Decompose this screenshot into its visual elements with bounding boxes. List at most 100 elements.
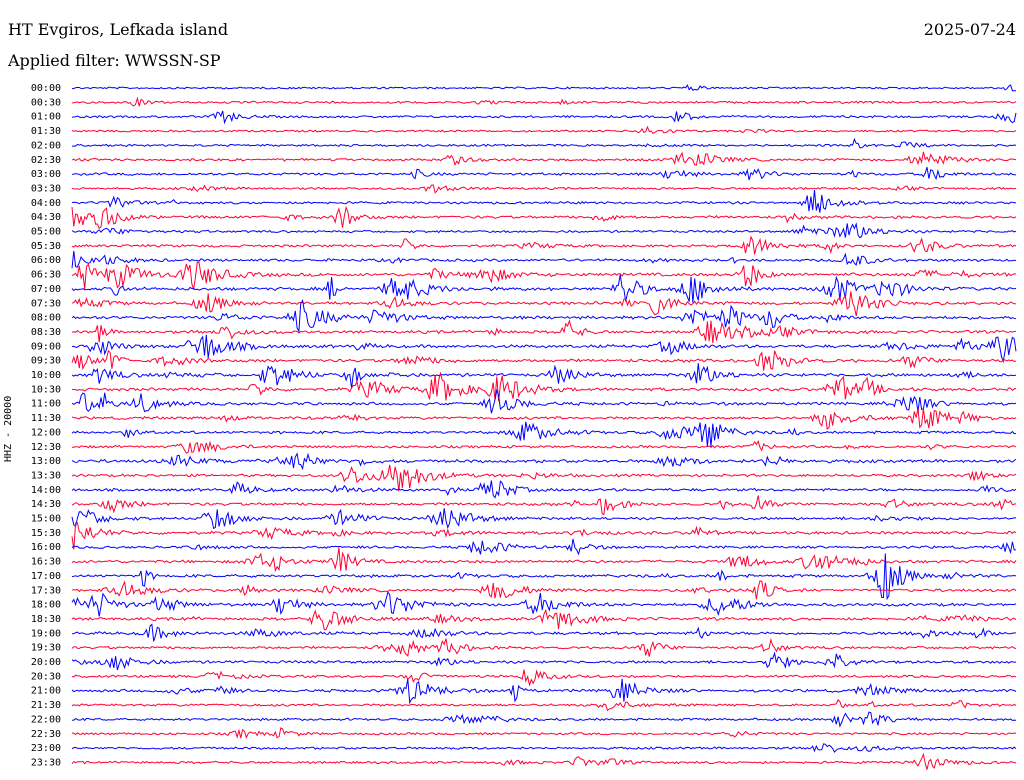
row-time-label: 13:00	[31, 456, 61, 467]
seismic-trace	[71, 319, 1017, 344]
row-time-label: 01:30	[31, 126, 61, 137]
seismic-trace	[71, 547, 1017, 573]
seismic-trace	[71, 637, 1017, 657]
row-time-label: 19:30	[31, 643, 61, 654]
row-time-label: 10:30	[31, 384, 61, 395]
seismic-trace	[71, 678, 1017, 705]
row-time-label: 09:00	[31, 341, 61, 352]
seismic-trace	[71, 421, 1017, 447]
seismic-trace	[71, 261, 1017, 290]
seismic-trace	[71, 371, 1017, 402]
row-time-label: 18:00	[31, 600, 61, 611]
seismic-trace	[71, 334, 1017, 364]
seismic-trace	[71, 698, 1017, 712]
row-time-label: 11:30	[31, 413, 61, 424]
row-time-label: 03:30	[31, 183, 61, 194]
row-time-label: 11:00	[31, 399, 61, 410]
row-time-label: 08:30	[31, 327, 61, 338]
row-time-label: 21:30	[31, 700, 61, 711]
seismic-trace	[72, 84, 1017, 92]
seismic-trace	[71, 669, 1017, 687]
seismic-trace	[71, 388, 1017, 414]
seismic-trace	[71, 580, 1017, 600]
row-time-label: 04:00	[31, 198, 61, 209]
seismic-trace	[71, 495, 1017, 516]
row-time-label: 01:00	[31, 112, 61, 123]
row-time-label: 12:30	[31, 442, 61, 453]
seismic-trace	[71, 440, 1017, 454]
seismic-trace	[71, 299, 1017, 334]
row-time-label: 15:30	[31, 528, 61, 539]
seismic-trace	[71, 363, 1017, 389]
row-time-label: 13:30	[31, 470, 61, 481]
row-time-label: 22:00	[31, 714, 61, 725]
row-time-label: 05:30	[31, 241, 61, 252]
row-time-label: 17:30	[31, 585, 61, 596]
seismic-trace	[71, 408, 1017, 430]
seismic-trace	[71, 184, 1017, 194]
seismic-trace	[71, 235, 1017, 255]
seismic-trace	[71, 623, 1017, 642]
row-time-label: 07:30	[31, 298, 61, 309]
seismic-trace	[71, 151, 1017, 167]
row-time-label: 16:00	[31, 542, 61, 553]
seismic-trace	[71, 110, 1017, 125]
seismic-trace	[71, 480, 1017, 499]
seismic-trace	[71, 125, 1017, 135]
date-label: 2025-07-24	[923, 20, 1016, 39]
row-time-label: 12:00	[31, 427, 61, 438]
row-time-label: 10:00	[31, 370, 61, 381]
seismic-trace	[71, 727, 1017, 739]
row-time-label: 14:00	[31, 485, 61, 496]
row-time-label: 00:30	[31, 97, 61, 108]
row-time-label: 21:00	[31, 686, 61, 697]
row-time-label: 06:00	[31, 255, 61, 266]
row-time-label: 20:00	[31, 657, 61, 668]
row-time-label: 22:30	[31, 729, 61, 740]
row-time-label: 04:30	[31, 212, 61, 223]
seismic-trace	[71, 538, 1016, 556]
seismic-trace	[71, 522, 1017, 550]
seismic-trace	[71, 222, 1017, 239]
row-time-label: 18:30	[31, 614, 61, 625]
seismic-trace	[71, 96, 1017, 107]
seismic-trace	[71, 452, 1017, 471]
row-time-label: 20:30	[31, 671, 61, 682]
seismic-trace	[71, 608, 1017, 631]
row-time-label: 02:00	[31, 140, 61, 151]
row-time-label: 19:00	[31, 628, 61, 639]
row-time-label: 14:30	[31, 499, 61, 510]
seismic-trace	[71, 743, 1017, 753]
row-time-label: 16:30	[31, 557, 61, 568]
seismic-trace	[71, 291, 1016, 317]
seismic-trace	[71, 651, 1017, 671]
row-time-label: 15:00	[31, 514, 61, 525]
row-time-label: 23:00	[31, 743, 61, 754]
seismic-trace	[71, 250, 1017, 269]
seismic-trace	[71, 711, 1017, 728]
row-time-label: 03:00	[31, 169, 61, 180]
seismic-trace	[71, 349, 1017, 371]
seismic-trace	[71, 190, 1016, 213]
seismic-trace	[71, 553, 1017, 601]
seismic-trace	[71, 591, 1017, 617]
row-time-label: 07:00	[31, 284, 61, 295]
seismic-trace	[71, 274, 1017, 303]
seismic-trace	[71, 752, 1017, 770]
row-time-label: 08:00	[31, 313, 61, 324]
row-time-label: 23:30	[31, 757, 61, 768]
row-time-label: 17:00	[31, 571, 61, 582]
seismic-trace	[71, 166, 1016, 181]
row-time-label: 02:30	[31, 155, 61, 166]
seismic-trace	[71, 205, 1017, 229]
filter-label: Applied filter: WWSSN-SP	[8, 51, 221, 70]
row-time-label: 09:30	[31, 356, 61, 367]
seismic-trace	[71, 137, 1017, 149]
seismic-trace	[71, 508, 1017, 530]
row-time-label: 05:00	[31, 227, 61, 238]
row-time-label: 06:30	[31, 270, 61, 281]
seismic-trace	[71, 464, 1017, 492]
station-title: HT Evgiros, Lefkada island	[8, 20, 229, 39]
row-time-label: 00:00	[31, 83, 61, 94]
